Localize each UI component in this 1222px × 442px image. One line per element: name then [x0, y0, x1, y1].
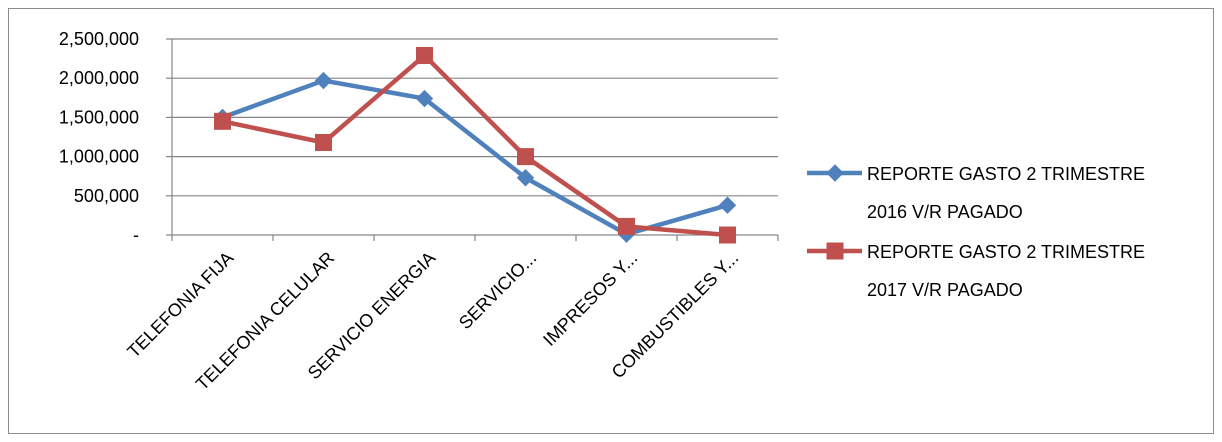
data-point [315, 133, 332, 151]
data-point [826, 242, 844, 260]
data-point [416, 46, 433, 64]
series-2 [214, 46, 736, 244]
y-tick-label: 2,500,000 [59, 29, 139, 49]
y-tick-label: 1,000,000 [59, 147, 139, 167]
y-tick-label: - [133, 225, 139, 245]
y-axis-tick-labels: - 500,000 1,000,000 1,500,000 2,000,000 2,500… [59, 29, 139, 245]
series-1 [213, 71, 737, 243]
legend-entry-1: REPORTE GASTO 2 TRIMESTRE 2016 V/R PAGADO [807, 164, 1145, 222]
legend: REPORTE GASTO 2 TRIMESTRE 2016 V/R PAGADO… [807, 164, 1145, 300]
x-tick-label: SERVICIO... [455, 248, 540, 333]
y-tick-label: 2,000,000 [59, 68, 139, 88]
data-point [516, 169, 535, 187]
data-point [719, 226, 736, 244]
data-point [214, 112, 231, 130]
y-tick-label: 500,000 [74, 186, 139, 206]
legend-label: 2017 V/R PAGADO [867, 280, 1023, 300]
data-point [314, 71, 333, 90]
data-point [718, 196, 737, 214]
x-tick-label: TELEFONIA FIJA [123, 248, 237, 362]
y-tick-label: 1,500,000 [59, 107, 139, 127]
data-point [415, 89, 434, 108]
data-point [618, 217, 635, 235]
data-point [826, 164, 844, 182]
chart-frame [8, 8, 1214, 434]
legend-label: REPORTE GASTO 2 TRIMESTRE [867, 164, 1145, 184]
series-group [213, 46, 737, 244]
data-point [517, 148, 534, 166]
series-line [222, 53, 728, 238]
legend-entry-2: REPORTE GASTO 2 TRIMESTRE 2017 V/R PAGADO [807, 242, 1145, 300]
legend-label: 2016 V/R PAGADO [867, 202, 1023, 222]
x-tick-label: IMPRESOS Y... [539, 248, 641, 350]
axes [166, 38, 779, 241]
legend-label: REPORTE GASTO 2 TRIMESTRE [867, 242, 1145, 262]
gridlines [172, 38, 778, 197]
